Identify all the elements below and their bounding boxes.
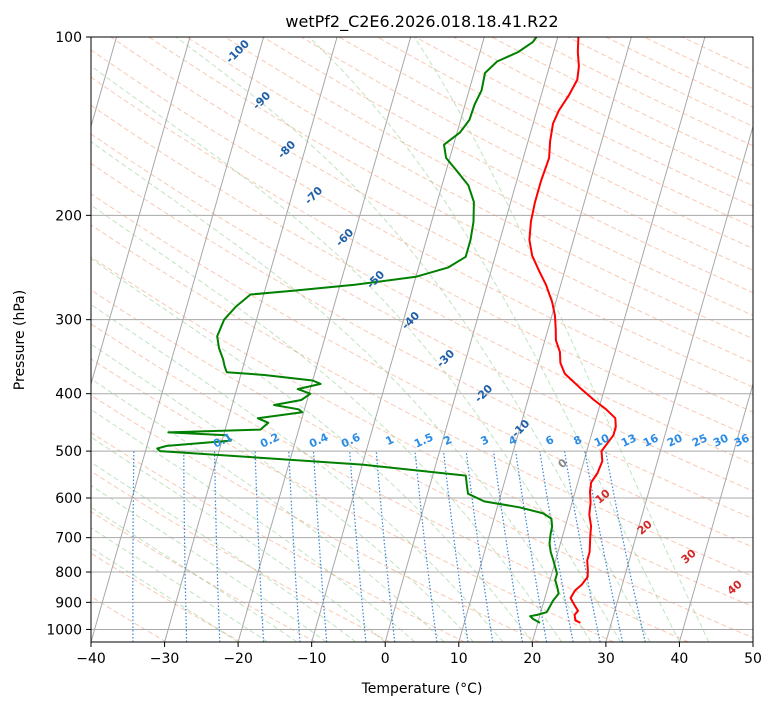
dry-adiabat [491, 37, 753, 166]
isotherm [384, 37, 559, 642]
isotherm [164, 37, 338, 642]
x-tick-label: −40 [76, 651, 106, 667]
tick-layer: −40 −30 −20 −10 0 10 20 30 40 50 1000 900 800 700 600 5… [46, 30, 762, 667]
temperature-profile [528, 37, 617, 624]
mixing-ratio-line [312, 451, 328, 642]
dry-adiabat [262, 37, 753, 294]
x-tick-label: 30 [597, 651, 615, 667]
y-tick-label: 1000 [46, 622, 82, 638]
dewpoint-profile [156, 37, 560, 624]
x-tick-label: 40 [671, 651, 689, 667]
mixing-ratio-line [254, 451, 265, 642]
dry-adiabat [110, 37, 753, 388]
isotherm [531, 37, 706, 642]
dry-adiabat [91, 162, 753, 520]
x-tick-label: 20 [523, 651, 541, 667]
isotherm [605, 124, 753, 642]
chart-title: wetPf2_C2E6.2026.018.18.41.R22 [285, 12, 558, 32]
mixing-ratio-line [563, 451, 601, 642]
x-tick-label: 0 [381, 651, 390, 667]
y-axis-label: Pressure (hPa) [12, 290, 28, 390]
isotherm [91, 37, 191, 386]
moist-adiabat [91, 436, 386, 642]
x-tick-label: 50 [744, 651, 762, 667]
dry-adiabat [91, 510, 316, 642]
dry-adiabat [91, 470, 391, 642]
y-tick-label: 900 [55, 595, 82, 611]
mixing-ratio-line [349, 451, 367, 642]
mixing-ratio-line [539, 451, 574, 642]
y-tick-label: 200 [55, 208, 82, 224]
x-tick-label: 10 [450, 651, 468, 667]
mixing-ratio-line [414, 451, 438, 642]
y-tick-label: 500 [55, 444, 82, 460]
mixing-ratio-line [183, 451, 188, 642]
mixing-ratio-line [132, 451, 135, 642]
plot-frame [90, 36, 754, 643]
dry-adiabat [339, 37, 753, 250]
grid-layer [91, 37, 753, 642]
dry-adiabat [91, 104, 753, 465]
dry-adiabat [91, 49, 753, 413]
isotherm [311, 37, 485, 642]
moist-adiabat [91, 506, 298, 642]
dry-adiabat [91, 224, 753, 578]
mixing-ratio-line [515, 451, 548, 642]
x-tick-label: −30 [150, 651, 180, 667]
x-tick-label: −10 [297, 651, 327, 667]
isotherm [237, 37, 412, 642]
mixing-ratio-label: 36 [732, 431, 752, 449]
isotherm [458, 37, 632, 642]
dry-adiabat [91, 256, 753, 608]
dry-adiabat [529, 37, 753, 147]
y-tick-label: 800 [55, 565, 82, 581]
moist-adiabat [91, 258, 533, 642]
dry-adiabat [91, 323, 689, 642]
x-axis-label: Temperature (°C) [361, 681, 483, 697]
mixing-ratio-label: 30 [711, 431, 731, 449]
moist-adiabat [91, 527, 268, 642]
dry-adiabat [377, 37, 753, 228]
dry-adiabat [224, 37, 753, 317]
mixing-ratio-line [442, 451, 469, 642]
isotherm [91, 37, 265, 642]
moist-adiabat [175, 37, 651, 642]
dry-adiabat [91, 394, 540, 642]
dry-adiabat [91, 193, 753, 548]
dry-adiabat [91, 133, 753, 492]
y-tick-label: 600 [55, 491, 82, 507]
moist-adiabat [91, 461, 357, 642]
y-tick-label: 700 [55, 531, 82, 547]
mixing-ratio-line [465, 451, 494, 642]
mixing-ratio-label: 10 [592, 431, 612, 449]
mixing-ratio-line [213, 451, 221, 642]
y-tick-label: 400 [55, 387, 82, 403]
x-tick-label: −20 [223, 651, 253, 667]
moist-adiabat [91, 141, 592, 642]
mixing-ratio-label: 16 [641, 431, 661, 449]
mixing-ratio-label: 20 [665, 431, 685, 449]
dry-adiabat [91, 432, 465, 642]
moist-adiabat [91, 204, 563, 642]
mixing-ratio-line [605, 450, 646, 642]
moist-adiabat [91, 408, 415, 642]
mixing-ratio-label: 13 [619, 431, 638, 449]
moist-adiabat [91, 343, 474, 642]
y-tick-label: 300 [55, 313, 82, 329]
curve-layer [156, 37, 617, 624]
mixing-ratio-line [375, 451, 396, 642]
moist-adiabat [91, 65, 622, 642]
moist-adiabat [91, 484, 327, 642]
dry-adiabat [91, 289, 753, 639]
dry-adiabat [186, 37, 753, 340]
mixing-ratio-label: 25 [690, 431, 709, 449]
mixing-ratio-line [492, 451, 524, 642]
dry-adiabat [91, 76, 753, 439]
y-tick-label: 100 [55, 30, 82, 46]
isotherm [678, 382, 753, 642]
mixing-ratio-line [288, 451, 301, 642]
moist-adiabat [91, 303, 504, 642]
